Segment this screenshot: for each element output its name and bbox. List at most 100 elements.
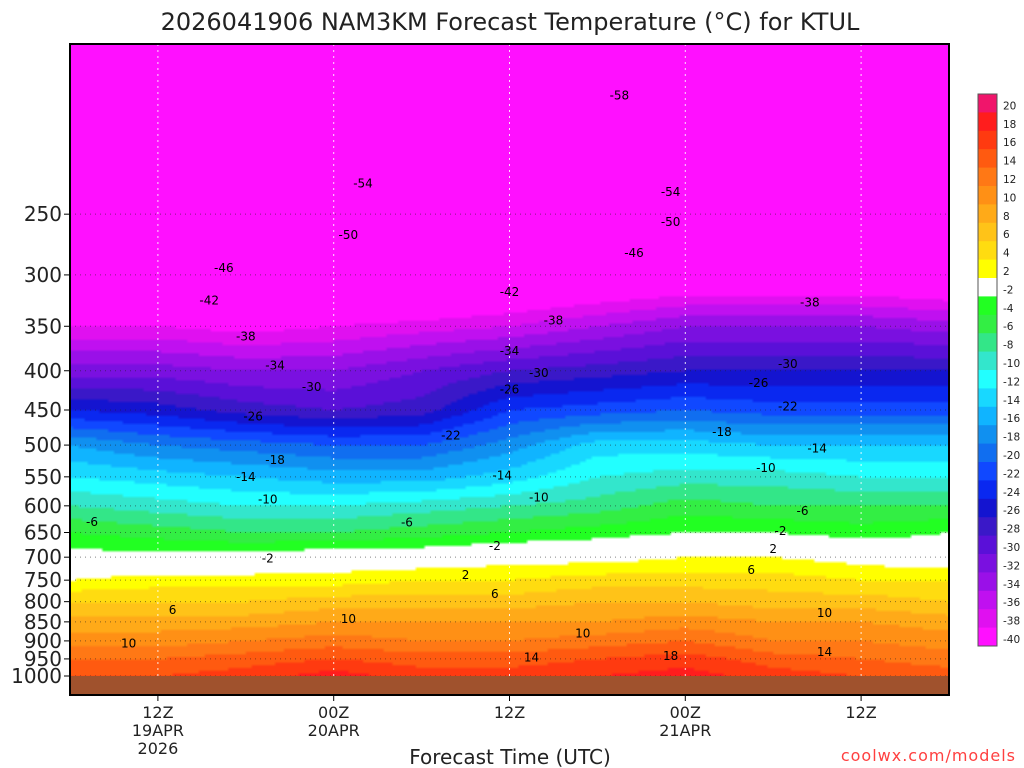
- contour-label: 18: [663, 649, 678, 663]
- contour-label: -18: [265, 453, 285, 467]
- contour-label: -54: [661, 185, 681, 199]
- y-tick-label: 1000: [11, 664, 62, 688]
- x-tick-label: 00Z: [318, 703, 349, 722]
- colorbar-label: -28: [1003, 524, 1020, 536]
- x-tick-label: 12Z: [142, 703, 173, 722]
- colorbar-swatch: [978, 554, 997, 573]
- colorbar-swatch: [978, 425, 997, 445]
- contour-label: -30: [302, 380, 322, 394]
- colorbar-swatch: [978, 480, 997, 500]
- contour-label: 14: [817, 645, 832, 659]
- colorbar-label: -40: [1003, 634, 1020, 646]
- y-axis: 2503003504004505005506006507007508008509…: [11, 202, 70, 688]
- x-tick-label: 12Z: [494, 703, 525, 722]
- colorbar-swatch: [978, 94, 997, 113]
- colorbar-label: -2: [1003, 284, 1013, 296]
- contour-label: -2: [775, 524, 787, 538]
- colorbar-label: 12: [1003, 174, 1016, 186]
- colorbar-label: -18: [1003, 432, 1020, 444]
- contour-label: 2: [769, 542, 777, 556]
- contour-label: -2: [262, 552, 274, 566]
- contour-label: -14: [236, 470, 256, 484]
- contour-label: 2: [462, 568, 470, 582]
- contour-label: -10: [756, 461, 776, 475]
- colorbar-label: -30: [1003, 542, 1020, 554]
- contour-label: -30: [778, 357, 798, 371]
- contour-label: -26: [243, 410, 263, 424]
- colorbar-swatch: [978, 167, 997, 187]
- colorbar-label: -10: [1003, 358, 1020, 370]
- colorbar-label: -4: [1003, 303, 1014, 315]
- contour-label: -46: [214, 261, 234, 275]
- colorbar-swatch: [978, 259, 997, 279]
- contour-label: -34: [265, 359, 285, 373]
- colorbar-swatch: [978, 186, 997, 205]
- contour-label: -42: [500, 285, 520, 299]
- contour-label: 6: [491, 587, 499, 601]
- colorbar-swatch: [978, 406, 997, 426]
- colorbar-label: -32: [1003, 560, 1020, 572]
- contour-label: -38: [544, 314, 564, 328]
- colorbar-label: 18: [1003, 119, 1016, 131]
- chart-title: 2026041906 NAM3KM Forecast Temperature (…: [161, 8, 860, 36]
- colorbar-label: -16: [1003, 413, 1020, 425]
- colorbar-swatch: [978, 314, 997, 334]
- colorbar-swatch: [978, 388, 997, 408]
- colorbar-swatch: [978, 130, 997, 150]
- x-tick-date: 19APR: [132, 721, 184, 740]
- contour-label: -26: [500, 382, 520, 396]
- y-tick-label: 300: [24, 263, 62, 287]
- colorbar-label: 6: [1003, 229, 1010, 241]
- y-tick-label: 250: [24, 202, 62, 226]
- y-tick-label: 550: [24, 465, 62, 489]
- y-tick-label: 500: [24, 433, 62, 457]
- contour-label: -14: [492, 469, 512, 483]
- x-tick-date: 20APR: [308, 721, 360, 740]
- colorbar-frame: [977, 93, 998, 647]
- colorbar-label: 14: [1003, 156, 1017, 168]
- colorbar-swatch: [978, 609, 997, 629]
- contour-label: 6: [169, 603, 177, 617]
- credit-text[interactable]: coolwx.com/models: [840, 746, 1016, 765]
- plot-area: -58-54-54-50-50-46-46-42-42-38-38-38-34-…: [70, 44, 949, 695]
- y-tick-label: 900: [24, 629, 62, 653]
- colorbar-label: -8: [1003, 340, 1013, 352]
- contour-label: 10: [575, 626, 590, 640]
- colorbar-swatch: [978, 443, 997, 463]
- colorbar-swatch: [978, 498, 997, 518]
- colorbar: 20 18 16 14 12 10 8 6 4 2 -2 -4 -6 -8 -10 -12 -14 -16 -18 -…: [977, 93, 1020, 647]
- contour-label: -30: [529, 366, 549, 380]
- contour-label: -38: [800, 296, 820, 310]
- contour-label: -50: [661, 215, 681, 229]
- contour-label: -14: [807, 441, 827, 455]
- contour-label: -50: [339, 228, 359, 242]
- colorbar-label: -22: [1003, 468, 1020, 480]
- contour-label: -46: [624, 246, 644, 260]
- y-tick-label: 650: [24, 520, 62, 544]
- colorbar-label: -36: [1003, 597, 1020, 609]
- colorbar-label: -20: [1003, 450, 1020, 462]
- contour-label: 10: [817, 606, 832, 620]
- colorbar-label: 8: [1003, 211, 1010, 223]
- contour-label: -22: [778, 399, 798, 413]
- contour-label: -26: [749, 376, 769, 390]
- y-tick-label: 700: [24, 545, 62, 569]
- colorbar-label: 10: [1003, 192, 1016, 204]
- ground-surface: [70, 676, 949, 695]
- y-tick-label: 950: [24, 647, 62, 671]
- colorbar-label: -12: [1003, 376, 1020, 388]
- contour-label: -6: [797, 504, 809, 518]
- colorbar-swatch: [978, 149, 997, 169]
- colorbar-swatch: [978, 535, 997, 555]
- x-tick-date: 21APR: [659, 721, 711, 740]
- contour-label: -6: [401, 516, 413, 530]
- contour-label: -22: [441, 429, 461, 443]
- colorbar-swatch: [978, 572, 997, 592]
- contour-label: 6: [747, 563, 755, 577]
- colorbar-label: -38: [1003, 616, 1020, 628]
- x-axis-label: Forecast Time (UTC): [409, 745, 611, 768]
- colorbar-label: -6: [1003, 321, 1014, 333]
- colorbar-swatch: [978, 333, 997, 353]
- y-tick-label: 750: [24, 568, 62, 592]
